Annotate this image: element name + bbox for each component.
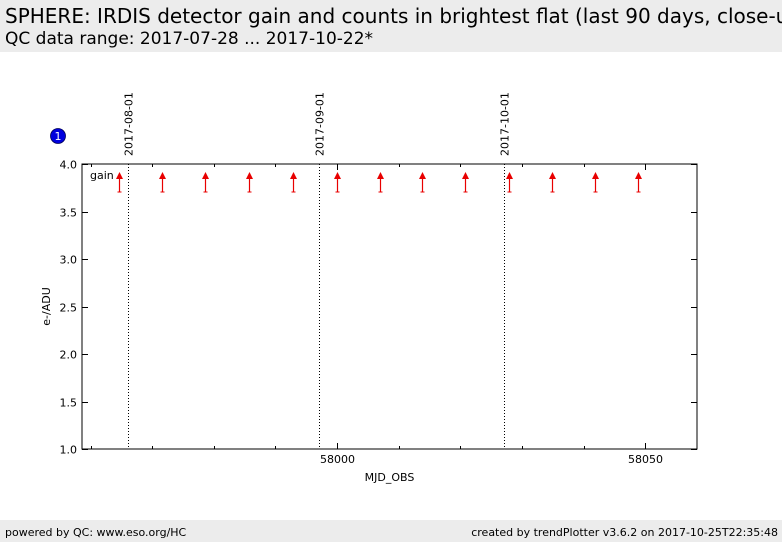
y-tick-label: 3.5 [60, 207, 78, 220]
data-point-arrow [592, 172, 599, 193]
x-axis-label: MJD_OBS [365, 471, 415, 484]
arrow-head [159, 172, 166, 179]
x-tick-label: 58000 [320, 453, 355, 466]
arrow-head [290, 172, 297, 179]
date-marker-label: 2017-10-01 [499, 92, 512, 156]
data-point-arrow [246, 172, 253, 193]
data-point-arrow [506, 172, 513, 193]
chart-marks [116, 172, 642, 193]
y-tick-label: 2.5 [60, 302, 78, 315]
arrow-head [506, 172, 513, 179]
arrow-head [419, 172, 426, 179]
arrow-head [334, 172, 341, 179]
date-marker-label: 2017-08-01 [123, 92, 136, 156]
data-point-arrow [334, 172, 341, 193]
y-tick-label: 2.0 [60, 349, 78, 362]
arrow-head [592, 172, 599, 179]
arrow-head [462, 172, 469, 179]
header-bar: SPHERE: IRDIS detector gain and counts i… [0, 0, 782, 52]
y-tick-label: 3.0 [60, 254, 78, 267]
arrow-head [116, 172, 123, 179]
panel-badge-number: 1 [55, 130, 62, 143]
data-point-arrow [116, 172, 123, 193]
chart-ticks [82, 164, 697, 450]
footer-timestamp: created by trendPlotter v3.6.2 on 2017-1… [471, 526, 778, 539]
footer-bar: powered by QC: www.eso.org/HC created by… [0, 520, 782, 542]
chart-gridlines [128, 164, 505, 449]
date-marker-label: 2017-09-01 [314, 92, 327, 156]
arrow-head [549, 172, 556, 179]
arrow-head [635, 172, 642, 179]
panel-badge-icon [50, 128, 66, 144]
plot-frame [81, 163, 698, 450]
data-point-arrow [202, 172, 209, 193]
x-tick-label: 58050 [628, 453, 663, 466]
data-point-arrow [419, 172, 426, 193]
chart: 2017-08-01 2017-09-01 2017-10-01 1.0 1.5 2.0 2… [40, 92, 698, 484]
data-point-arrow [462, 172, 469, 193]
legend-label: gain [90, 169, 114, 182]
arrow-head [202, 172, 209, 179]
data-point-arrow [549, 172, 556, 193]
footer-credit: powered by QC: www.eso.org/HC [5, 526, 187, 539]
data-point-arrow [290, 172, 297, 193]
arrow-head [377, 172, 384, 179]
chart-labels: 2017-08-01 2017-09-01 2017-10-01 1.0 1.5 2.0 2… [40, 92, 663, 484]
arrow-head [246, 172, 253, 179]
page-title: SPHERE: IRDIS detector gain and counts i… [5, 4, 782, 28]
y-tick-label: 1.5 [60, 397, 78, 410]
y-tick-label: 1.0 [60, 444, 78, 457]
data-point-arrow [377, 172, 384, 193]
y-tick-label: 4.0 [60, 159, 78, 172]
data-point-arrow [159, 172, 166, 193]
y-axis-label: e-/ADU [40, 287, 53, 326]
data-point-arrow [635, 172, 642, 193]
page-subtitle: QC data range: 2017-07-28 ... 2017-10-22… [5, 29, 374, 49]
